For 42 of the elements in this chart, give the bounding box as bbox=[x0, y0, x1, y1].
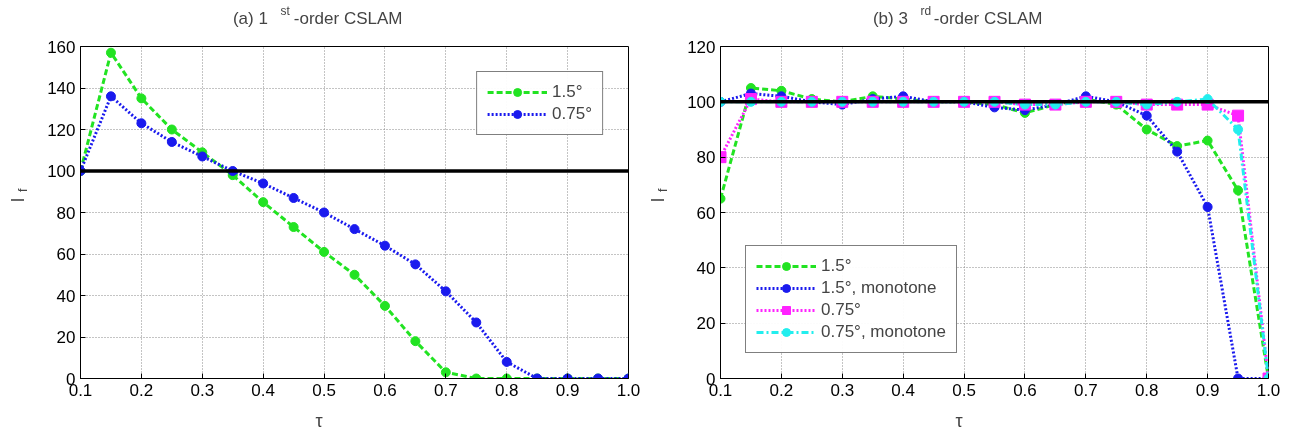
x-tick-label: 0.6 bbox=[1013, 380, 1037, 400]
x-tick-label: 0.2 bbox=[769, 380, 794, 400]
x-tick-label: 0.6 bbox=[373, 380, 397, 400]
x-axis-title: τ bbox=[315, 410, 323, 431]
y-tick-label: 120 bbox=[687, 37, 716, 57]
x-tick-label: 0.7 bbox=[1074, 380, 1098, 400]
legend-label: 0.75°, monotone bbox=[821, 322, 946, 342]
x-tick-label: 0.9 bbox=[555, 380, 580, 400]
legend-label: 1.5° bbox=[821, 256, 852, 276]
legend-label: 0.75° bbox=[821, 300, 861, 320]
x-tick-label: 1.0 bbox=[616, 380, 641, 400]
x-tick-label: 0.9 bbox=[1195, 380, 1220, 400]
x-tick-label: 0.5 bbox=[312, 380, 336, 400]
x-tick-label: 0.8 bbox=[1134, 380, 1159, 400]
y-tick-label: 80 bbox=[696, 148, 716, 168]
x-axis-title: τ bbox=[955, 410, 963, 431]
y-axis-title: lf bbox=[648, 187, 670, 203]
y-tick-label: 80 bbox=[56, 203, 76, 223]
y-tick-label: 60 bbox=[696, 203, 716, 223]
legend-label: 1.5° bbox=[552, 82, 583, 102]
y-tick-label: 120 bbox=[47, 120, 76, 140]
x-tick-label: 0.8 bbox=[494, 380, 519, 400]
y-tick-label: 40 bbox=[56, 286, 76, 306]
y-tick-label: 40 bbox=[696, 258, 716, 278]
y-tick-label: 20 bbox=[696, 314, 716, 334]
y-tick-label: 60 bbox=[56, 245, 76, 264]
x-tick-label: 0.5 bbox=[952, 380, 976, 400]
x-tick-label: 0.4 bbox=[891, 380, 915, 400]
y-tick-label: 20 bbox=[56, 328, 76, 347]
y-tick-label: 160 bbox=[47, 37, 76, 57]
x-tick-label: 0.3 bbox=[190, 380, 215, 400]
x-tick-label: 0.7 bbox=[434, 380, 458, 400]
y-tick-label: 100 bbox=[687, 92, 716, 112]
y-tick-label: 100 bbox=[47, 162, 76, 181]
x-tick-label: 0.2 bbox=[129, 380, 154, 400]
legend-label: 0.75° bbox=[552, 104, 592, 124]
y-tick-label: 140 bbox=[47, 79, 76, 98]
x-tick-label: 1.0 bbox=[1256, 380, 1281, 400]
legend-label: 1.5°, monotone bbox=[821, 278, 937, 298]
y-axis-title: lf bbox=[8, 187, 30, 203]
x-tick-label: 0.4 bbox=[251, 380, 275, 400]
x-tick-label: 0.3 bbox=[830, 380, 855, 400]
